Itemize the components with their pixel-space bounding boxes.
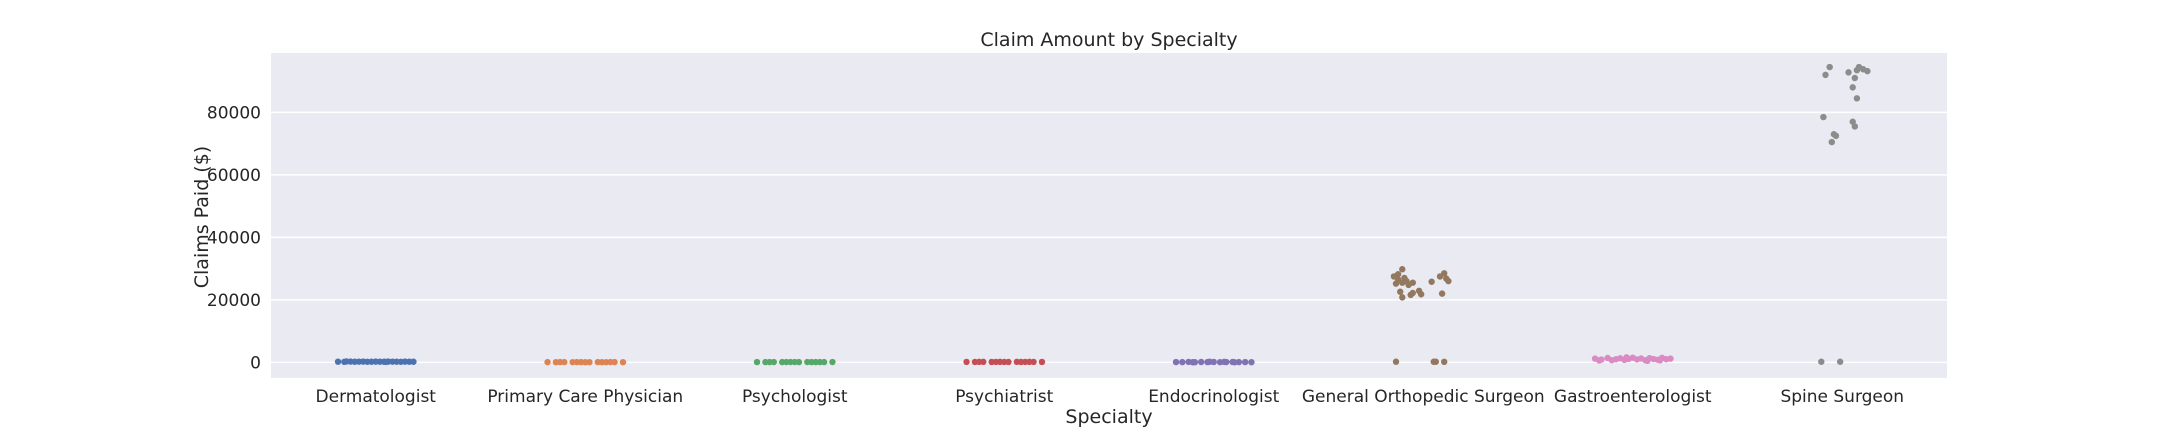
data-point	[808, 358, 815, 366]
data-point	[334, 358, 342, 365]
data-point	[544, 358, 551, 366]
x-axis-label: Specialty	[1065, 406, 1152, 428]
data-point	[1432, 358, 1440, 365]
data-point	[1441, 358, 1448, 366]
data-point	[783, 358, 790, 366]
data-point	[1656, 357, 1664, 364]
x-tick-label: Primary Care Physician	[487, 387, 683, 407]
x-tick-label: Gastroenterologist	[1554, 387, 1712, 407]
data-point	[1189, 359, 1197, 366]
series-group	[1390, 266, 1452, 366]
data-point	[1828, 138, 1835, 146]
data-point	[1409, 289, 1416, 297]
data-point	[753, 358, 761, 366]
data-point	[598, 359, 606, 366]
series-group	[1591, 354, 1674, 365]
data-point	[992, 358, 1000, 366]
data-point	[607, 358, 614, 366]
data-point	[963, 358, 970, 366]
x-tick-label: Dermatologist	[316, 387, 437, 407]
x-tick-label: Spine Surgeon	[1780, 387, 1904, 407]
data-point	[1667, 355, 1674, 362]
data-point	[1826, 63, 1833, 71]
data-point	[1038, 358, 1046, 366]
data-point	[573, 358, 581, 366]
series-group	[1818, 63, 1871, 365]
data-point	[766, 358, 773, 366]
data-point	[1441, 270, 1448, 277]
y-tick-label: 40000	[207, 228, 261, 248]
data-point	[383, 358, 390, 366]
series-group	[963, 358, 1046, 366]
data-point	[1851, 123, 1859, 130]
data-point	[619, 358, 627, 366]
data-point	[1409, 279, 1416, 286]
data-point	[1428, 278, 1435, 285]
series-group	[753, 358, 836, 366]
data-point	[1401, 274, 1408, 282]
data-point	[1392, 358, 1400, 365]
data-point	[1853, 66, 1861, 74]
series-group	[544, 358, 627, 366]
series-group	[334, 358, 417, 366]
data-point	[343, 358, 350, 365]
data-point	[1179, 358, 1186, 366]
x-tick-label: Psychologist	[742, 387, 848, 407]
y-tick-label: 0	[250, 353, 261, 373]
data-point	[791, 358, 798, 366]
y-tick-label: 60000	[207, 166, 261, 186]
data-point	[1017, 358, 1025, 366]
data-point	[1206, 358, 1213, 365]
data-point	[1845, 69, 1852, 76]
data-point	[1864, 67, 1871, 75]
data-point	[1438, 290, 1446, 297]
chart-title: Claim Amount by Specialty	[980, 29, 1237, 51]
data-point	[582, 359, 589, 366]
data-point	[1417, 291, 1425, 298]
data-point	[1026, 358, 1033, 366]
y-axis-label: Claims Paid ($)	[191, 146, 213, 288]
data-point	[1851, 74, 1859, 82]
data-point	[1849, 84, 1856, 91]
data-point	[556, 358, 564, 366]
series-group	[1172, 358, 1255, 366]
data-point	[975, 358, 983, 366]
data-point	[1001, 358, 1008, 366]
data-point	[1397, 288, 1404, 295]
data-point	[816, 358, 824, 366]
data-point	[1241, 358, 1249, 366]
x-tick-label: General Orthopedic Surgeon	[1302, 387, 1545, 407]
data-point	[1443, 275, 1450, 282]
plot-area	[271, 53, 1947, 378]
data-point	[1623, 354, 1630, 361]
data-point	[1231, 359, 1238, 366]
x-tick-label: Psychiatrist	[955, 387, 1053, 407]
x-tick-label: Endocrinologist	[1148, 387, 1279, 407]
data-point	[1197, 358, 1205, 366]
data-point	[410, 358, 417, 365]
data-point	[1853, 95, 1861, 102]
data-point	[1392, 280, 1400, 287]
data-point	[1596, 357, 1603, 364]
data-point	[1832, 132, 1840, 140]
data-point	[1822, 71, 1829, 79]
data-point	[1818, 358, 1825, 365]
data-point	[1399, 294, 1406, 301]
data-point	[1221, 358, 1228, 366]
data-point	[1820, 113, 1827, 121]
data-point	[1836, 358, 1844, 365]
data-point	[1644, 357, 1651, 365]
data-point	[829, 358, 836, 366]
data-point	[1399, 266, 1406, 273]
data-point	[1172, 358, 1180, 366]
y-tick-label: 20000	[207, 291, 261, 311]
data-point	[1248, 358, 1255, 366]
data-point	[1394, 271, 1402, 278]
y-tick-label: 80000	[207, 103, 261, 123]
